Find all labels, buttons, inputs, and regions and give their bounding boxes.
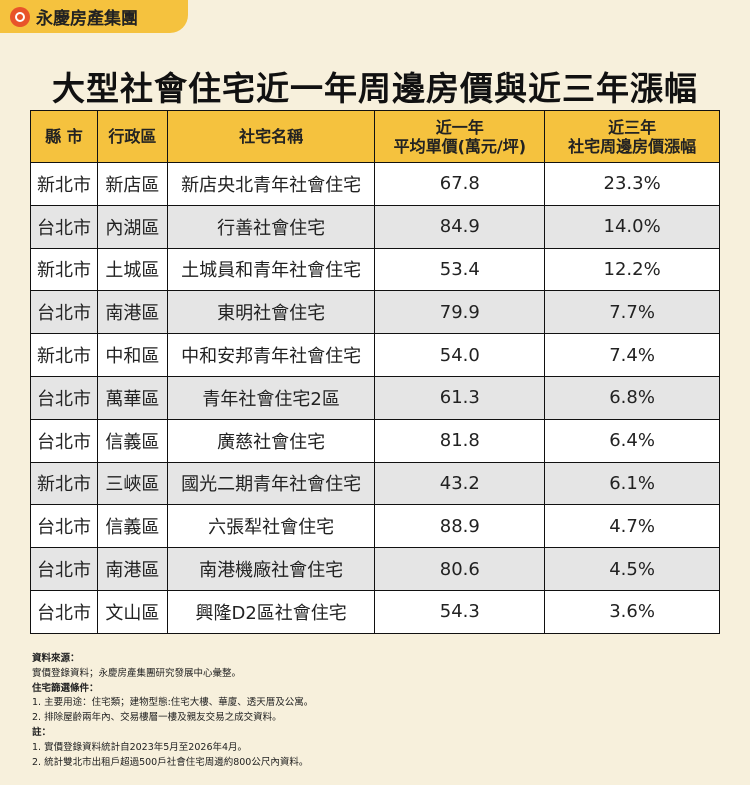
table-cell: 內湖區 — [96, 204, 168, 249]
table-cell: 中和安邦青年社會住宅 — [166, 333, 376, 377]
column-header-line: 縣 市 — [45, 127, 83, 146]
table-cell: 7.4% — [544, 333, 720, 377]
table-cell: 43.2 — [374, 461, 546, 506]
note-line: 1. 主要用途：住宅類；建物型態:住宅大樓、華廈、透天厝及公寓。 — [32, 697, 314, 709]
table-cell: 53.4 — [374, 247, 546, 292]
table-cell: 54.0 — [374, 333, 546, 377]
column-header: 社宅名稱 — [166, 110, 376, 163]
table-row: 新北市 三峽區 國光二期青年社會住宅 43.2 6.1% — [30, 461, 720, 506]
column-header-line: 社宅周邊房價漲幅 — [568, 136, 697, 156]
table-cell: 台北市 — [30, 504, 98, 549]
column-header-line: 近三年 — [608, 117, 657, 137]
note-heading: 註： — [32, 726, 52, 738]
table-cell: 23.3% — [544, 162, 720, 206]
table-cell: 台北市 — [30, 589, 98, 634]
table-row: 台北市 文山區 興隆D2區社會住宅 54.3 3.6% — [30, 589, 720, 634]
header-row: 縣 市行政區 社宅名稱 近一年 平均單價(萬元/坪) 近三年 社宅周邊房價漲幅 — [30, 110, 720, 163]
table-cell: 3.6% — [544, 589, 720, 634]
table-cell: 6.8% — [544, 375, 720, 420]
note-heading: 資料來源： — [32, 653, 80, 664]
column-header-line: 社宅名稱 — [239, 127, 304, 146]
brand: 永慶房產集團 — [36, 9, 138, 29]
table-cell: 新北市 — [30, 247, 98, 292]
column-header-line: 平均單價(萬元/坪) — [393, 136, 527, 156]
table-row: 台北市 南港區 南港機廠社會住宅 80.6 4.5% — [30, 547, 720, 591]
table-cell: 東明社會住宅 — [166, 290, 376, 335]
table-cell: 行善社會住宅 — [166, 204, 376, 249]
table-cell: 6.1% — [544, 461, 720, 506]
table-row: 新北市 新店區 新店央北青年社會住宅 67.8 23.3% — [30, 162, 720, 206]
table-cell: 文山區 — [96, 589, 168, 634]
table-cell: 新店央北青年社會住宅 — [166, 162, 376, 206]
table-cell: 信義區 — [96, 418, 168, 463]
table-cell: 12.2% — [544, 247, 720, 292]
note-line: 2. 統計雙北市出租戶超過500戶社會住宅周邊約800公尺內資料。 — [32, 756, 309, 768]
column-header: 近一年 平均單價(萬元/坪) — [374, 110, 546, 163]
table-cell: 4.7% — [544, 504, 720, 549]
table-row: 台北市 南港區 東明社會住宅 79.9 7.7% — [30, 290, 720, 335]
column-header: 縣 市 — [30, 110, 98, 163]
table-cell: 信義區 — [96, 504, 168, 549]
table-cell: 79.9 — [374, 290, 546, 335]
table-cell: 84.9 — [374, 204, 546, 249]
table-cell: 61.3 — [374, 375, 546, 420]
table-cell: 88.9 — [374, 504, 546, 549]
table-cell: 新北市 — [30, 461, 98, 506]
table-row: 台北市 信義區 廣慈社會住宅 81.8 6.4% — [30, 418, 720, 463]
table-cell: 台北市 — [30, 204, 98, 249]
table-cell: 80.6 — [374, 547, 546, 591]
table-cell: 7.7% — [544, 290, 720, 335]
table-cell: 54.3 — [374, 589, 546, 634]
table-cell: 台北市 — [30, 418, 98, 463]
column-header: 近三年 社宅周邊房價漲幅 — [544, 110, 720, 163]
table-cell: 台北市 — [30, 375, 98, 420]
table-cell: 台北市 — [30, 547, 98, 591]
table-cell: 新店區 — [96, 162, 168, 206]
table-cell: 土城區 — [96, 247, 168, 292]
table-cell: 81.8 — [374, 418, 546, 463]
title: 大型社會住宅近一年周邊房價與近三年漲幅 — [52, 69, 698, 108]
table-cell: 4.5% — [544, 547, 720, 591]
table-cell: 南港區 — [96, 290, 168, 335]
table-cell: 6.4% — [544, 418, 720, 463]
table-cell: 台北市 — [30, 290, 98, 335]
table-cell: 南港區 — [96, 547, 168, 591]
table-row: 台北市 萬華區 青年社會住宅2區 61.3 6.8% — [30, 375, 720, 420]
brand-icon — [10, 6, 30, 27]
table-cell: 廣慈社會住宅 — [166, 418, 376, 463]
table-row: 台北市 信義區 六張犁社會住宅 88.9 4.7% — [30, 504, 720, 549]
table-cell: 土城員和青年社會住宅 — [166, 247, 376, 292]
table-cell: 南港機廠社會住宅 — [166, 547, 376, 591]
note-heading: 住宅篩選條件： — [32, 682, 99, 694]
table-row: 新北市 中和區 中和安邦青年社會住宅 54.0 7.4% — [30, 333, 720, 377]
table-cell: 萬華區 — [96, 375, 168, 420]
note-line: 1. 實價登錄資料統計自2023年5月至2026年4月。 — [32, 741, 248, 753]
table-cell: 興隆D2區社會住宅 — [166, 589, 376, 634]
column-header: 行政區 — [96, 110, 168, 163]
table-row: 台北市 內湖區 行善社會住宅 84.9 14.0% — [30, 204, 720, 249]
table-cell: 青年社會住宅2區 — [166, 375, 376, 420]
table-cell: 67.8 — [374, 162, 546, 206]
table-row: 新北市 土城區 土城員和青年社會住宅 53.4 12.2% — [30, 247, 720, 292]
table: 縣 市行政區 社宅名稱 近一年 平均單價(萬元/坪) 近三年 社宅周邊房價漲幅 新北市 新店… — [30, 110, 720, 634]
note-line: 2. 排除屋齡兩年內、交易樓層一樓及親友交易之成交資料。 — [32, 712, 282, 724]
table-cell: 六張犁社會住宅 — [166, 504, 376, 549]
notes: 資料來源： 實價登錄資料；永慶房產集團研究發展中心彙整。 住宅篩選條件： 1. 主要用… — [32, 652, 313, 770]
brand-tab: 永慶房產集團 — [0, 0, 188, 33]
table-cell: 新北市 — [30, 162, 98, 206]
note-line: 實價登錄資料；永慶房產集團研究發展中心彙整。 — [32, 667, 242, 679]
column-header-line: 行政區 — [108, 127, 157, 146]
table-cell: 14.0% — [544, 204, 720, 249]
column-header-line: 近一年 — [435, 117, 484, 137]
table-cell: 中和區 — [96, 333, 168, 377]
table-cell: 國光二期青年社會住宅 — [166, 461, 376, 506]
table-cell: 新北市 — [30, 333, 98, 377]
table-cell: 三峽區 — [96, 461, 168, 506]
